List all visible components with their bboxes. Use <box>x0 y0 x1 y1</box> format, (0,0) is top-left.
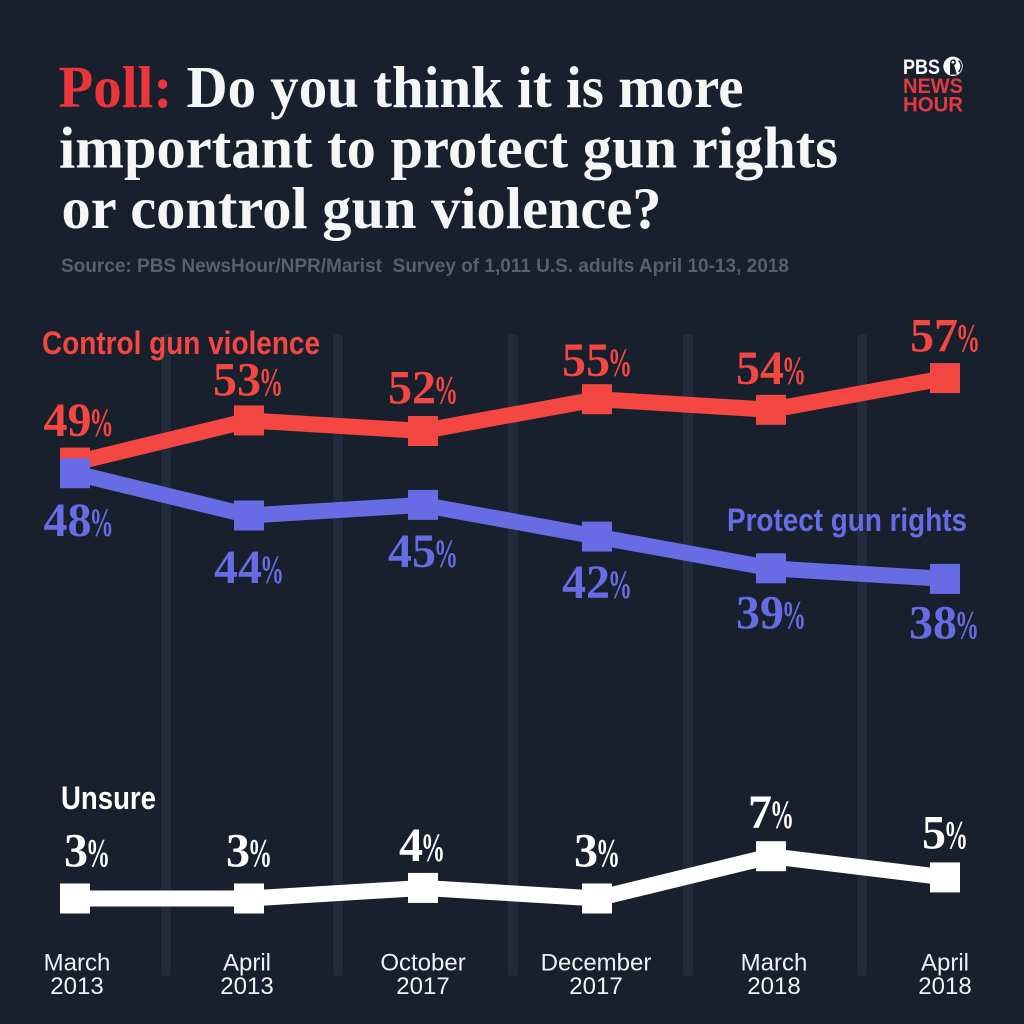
svg-text:2018: 2018 <box>918 973 971 1000</box>
svg-text:March: March <box>44 950 111 977</box>
svg-text:48%: 48% <box>44 494 114 547</box>
svg-text:NEWS: NEWS <box>903 73 963 98</box>
svg-text:53%: 53% <box>213 354 283 407</box>
svg-text:December: December <box>541 950 652 977</box>
svg-text:3%: 3% <box>226 825 272 878</box>
svg-text:55%: 55% <box>562 334 632 387</box>
svg-text:October: October <box>380 950 465 977</box>
svg-text:2013: 2013 <box>50 973 103 1000</box>
svg-text:54%: 54% <box>736 342 806 395</box>
svg-text:Control gun violence: Control gun violence <box>42 325 320 361</box>
svg-text:Protect gun rights: Protect gun rights <box>727 502 967 538</box>
svg-text:38%: 38% <box>909 597 979 650</box>
svg-text:HOUR: HOUR <box>903 92 963 117</box>
svg-text:3%: 3% <box>64 825 110 878</box>
svg-text:PBS: PBS <box>903 54 940 79</box>
svg-text:4%: 4% <box>399 819 445 872</box>
svg-text:April: April <box>921 950 969 977</box>
svg-text:Poll: Do you think it is more: Poll: Do you think it is more <box>59 54 744 120</box>
svg-text:7%: 7% <box>748 786 794 839</box>
svg-text:52%: 52% <box>388 362 458 415</box>
svg-text:5%: 5% <box>922 807 968 860</box>
svg-text:49%: 49% <box>44 394 114 447</box>
svg-text:Unsure: Unsure <box>61 780 156 816</box>
svg-text:3%: 3% <box>574 825 620 878</box>
svg-text:57%: 57% <box>910 310 980 363</box>
svg-text:42%: 42% <box>562 556 632 609</box>
svg-text:April: April <box>223 950 271 977</box>
svg-text:2017: 2017 <box>396 973 449 1000</box>
svg-text:44%: 44% <box>214 541 284 594</box>
svg-text:Source: PBS NewsHour/NPR/Maris: Source: PBS NewsHour/NPR/Marist Survey o… <box>61 256 789 277</box>
svg-text:or control gun violence?: or control gun violence? <box>62 175 662 241</box>
svg-text:March: March <box>741 950 808 977</box>
svg-text:45%: 45% <box>388 525 458 578</box>
svg-text:important to protect gun right: important to protect gun rights <box>59 114 838 180</box>
svg-text:2017: 2017 <box>569 973 622 1000</box>
svg-text:39%: 39% <box>736 587 806 640</box>
svg-text:2013: 2013 <box>220 973 273 1000</box>
svg-text:2018: 2018 <box>747 973 800 1000</box>
